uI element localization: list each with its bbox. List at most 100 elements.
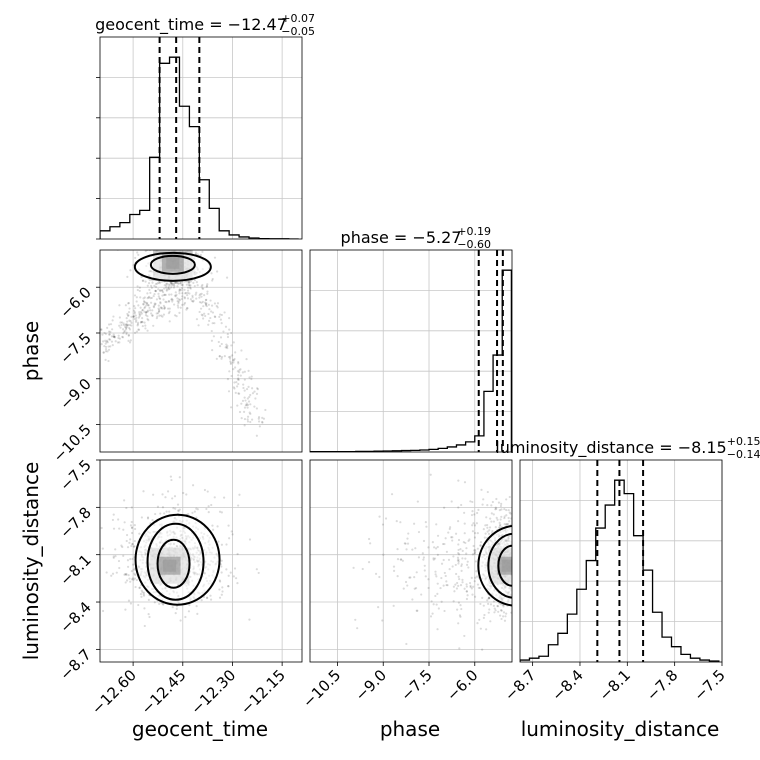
sample-point	[507, 509, 510, 512]
sample-point	[166, 490, 170, 493]
sample-point	[108, 338, 111, 341]
sample-point	[152, 493, 155, 496]
sample-point	[513, 564, 515, 566]
sample-point	[160, 314, 163, 317]
sample-point	[223, 355, 226, 358]
sample-point	[166, 282, 169, 285]
sample-point	[460, 607, 463, 611]
sample-point	[522, 599, 524, 601]
sample-point	[127, 339, 130, 342]
sample-point	[361, 567, 364, 571]
sample-point	[497, 526, 501, 529]
sample-point	[219, 336, 223, 339]
sample-point	[202, 305, 205, 308]
sample-point	[451, 539, 454, 542]
sample-point	[126, 312, 129, 316]
sample-point	[139, 311, 143, 314]
sample-point	[487, 532, 491, 535]
sample-point	[161, 307, 164, 310]
sample-point	[448, 568, 451, 571]
sample-point	[171, 497, 174, 500]
sample-point	[222, 496, 226, 499]
sample-point	[218, 355, 221, 358]
sample-point	[255, 392, 259, 395]
sample-point	[154, 243, 156, 245]
sample-point	[460, 503, 463, 507]
sample-point	[392, 569, 396, 572]
sample-point	[220, 565, 223, 568]
sample-point	[460, 564, 463, 568]
title-upper-error: +0.07	[281, 12, 315, 25]
sample-point	[220, 322, 223, 325]
sample-point	[517, 549, 519, 551]
sample-point	[440, 576, 443, 580]
sample-point	[158, 280, 161, 283]
sample-point	[182, 491, 185, 495]
sample-point	[168, 287, 171, 290]
sample-point	[111, 319, 114, 322]
sample-point	[135, 330, 139, 333]
sample-point	[101, 547, 104, 550]
sample-point	[461, 549, 464, 553]
y-tick-label: −8.1	[56, 551, 94, 589]
sample-point	[150, 284, 153, 288]
sample-point	[210, 339, 214, 342]
sample-point	[115, 571, 118, 574]
sample-point	[162, 603, 165, 606]
sample-point	[112, 556, 115, 559]
sample-point	[253, 405, 256, 408]
sample-point	[193, 279, 197, 282]
sample-point	[424, 521, 427, 524]
sample-point	[191, 296, 194, 299]
sample-point	[516, 546, 518, 548]
sample-point	[121, 545, 124, 549]
sample-point	[199, 253, 202, 257]
x-tick-label: −8.7	[501, 666, 539, 704]
sample-point	[157, 310, 161, 313]
sample-point	[508, 520, 511, 523]
sample-point	[168, 510, 171, 513]
sample-point	[473, 524, 477, 527]
y-tick-label: −7.8	[56, 503, 94, 541]
sample-point	[415, 571, 418, 574]
sample-point	[457, 560, 460, 563]
sample-point	[478, 586, 482, 590]
sample-point	[143, 301, 146, 304]
histogram-panel-luminosity_distance	[519, 459, 723, 663]
sample-point	[233, 387, 236, 390]
sample-point	[134, 307, 137, 310]
sample-point	[186, 294, 189, 297]
sample-point	[237, 382, 240, 386]
sample-point	[118, 527, 121, 530]
sample-point	[457, 601, 461, 604]
sample-point	[220, 559, 223, 562]
sample-point	[212, 528, 215, 531]
sample-point	[468, 581, 472, 585]
sample-point	[128, 328, 132, 331]
histogram-bin	[634, 536, 643, 662]
sample-point	[122, 332, 125, 335]
sample-point	[148, 295, 151, 298]
sample-point	[416, 500, 419, 503]
sample-point	[213, 496, 216, 499]
sample-point	[114, 548, 117, 551]
sample-point	[521, 574, 523, 576]
sample-point	[129, 524, 133, 527]
sample-point	[474, 548, 477, 552]
sample-point	[476, 532, 479, 535]
sample-point	[243, 389, 246, 392]
sample-point	[92, 355, 94, 357]
sample-point	[399, 521, 402, 524]
sample-point	[499, 518, 502, 521]
sample-point	[406, 537, 409, 540]
sample-point	[211, 349, 214, 352]
sample-point	[187, 281, 191, 284]
histogram-bin	[447, 447, 456, 452]
sample-point	[499, 523, 502, 526]
sample-point	[131, 577, 135, 580]
sample-point	[133, 311, 137, 314]
sample-point	[403, 542, 406, 545]
sample-point	[516, 622, 518, 624]
sample-point	[257, 571, 260, 575]
sample-point	[524, 538, 526, 540]
